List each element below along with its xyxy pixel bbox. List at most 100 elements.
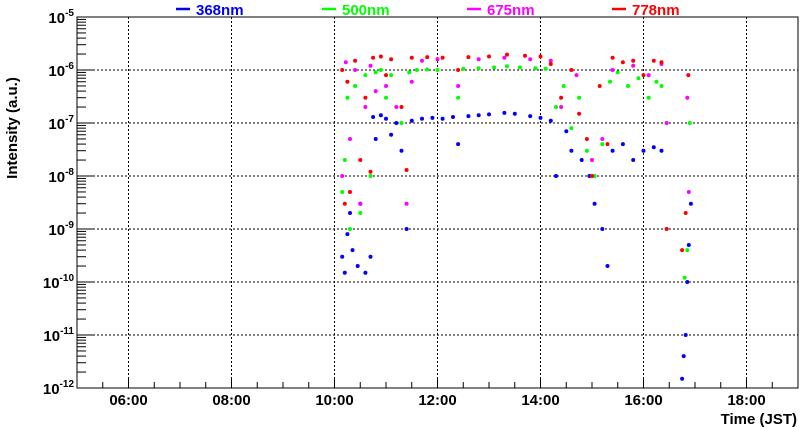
data-point bbox=[476, 113, 481, 118]
data-point bbox=[590, 174, 594, 178]
data-point bbox=[597, 84, 602, 88]
data-point bbox=[358, 158, 363, 162]
data-point bbox=[631, 63, 636, 68]
data-point bbox=[610, 55, 615, 60]
y-tick-label: 10-6 bbox=[48, 61, 74, 80]
data-point bbox=[559, 105, 564, 109]
series-675nm bbox=[340, 55, 691, 206]
data-point bbox=[345, 232, 350, 237]
data-point bbox=[548, 58, 553, 63]
data-point bbox=[620, 60, 625, 65]
data-point bbox=[569, 68, 574, 72]
data-point bbox=[561, 84, 566, 88]
data-point bbox=[680, 248, 685, 253]
data-point bbox=[538, 54, 543, 59]
data-point bbox=[664, 227, 669, 231]
x-tick-label: 06:00 bbox=[109, 392, 147, 409]
x-tick-label: 14:00 bbox=[521, 392, 559, 409]
data-point bbox=[600, 137, 605, 141]
data-point bbox=[651, 58, 656, 63]
data-point bbox=[368, 63, 373, 68]
data-point bbox=[358, 201, 363, 206]
axis-ticks bbox=[77, 16, 773, 389]
data-point bbox=[517, 65, 522, 70]
y-tick-label: 10-12 bbox=[43, 379, 75, 398]
data-point bbox=[348, 211, 352, 215]
data-point bbox=[605, 142, 610, 147]
data-point bbox=[414, 68, 419, 72]
data-point bbox=[548, 118, 553, 123]
data-point bbox=[355, 264, 360, 268]
data-point bbox=[682, 275, 687, 280]
data-point bbox=[435, 68, 440, 72]
data-point bbox=[680, 376, 685, 381]
data-point bbox=[348, 190, 352, 194]
data-point bbox=[685, 280, 690, 284]
data-point bbox=[350, 248, 355, 253]
data-point bbox=[378, 68, 383, 72]
data-point bbox=[384, 84, 388, 88]
legend: 368nm 500nm 675nm 778nm bbox=[176, 2, 680, 19]
data-point bbox=[368, 174, 373, 178]
data-point bbox=[685, 248, 690, 253]
data-point bbox=[564, 129, 569, 134]
data-point bbox=[363, 105, 368, 109]
data-point bbox=[476, 66, 481, 71]
x-axis-label: Time (JST) bbox=[721, 411, 797, 427]
data-point bbox=[399, 105, 404, 109]
data-point bbox=[384, 73, 388, 78]
data-point bbox=[476, 57, 481, 62]
data-point bbox=[646, 95, 651, 100]
data-point bbox=[394, 105, 399, 109]
data-point bbox=[651, 145, 656, 150]
y-tick-label: 10-7 bbox=[48, 114, 74, 133]
x-tick-label: 16:00 bbox=[624, 392, 662, 409]
data-point bbox=[502, 110, 507, 115]
data-point bbox=[492, 65, 497, 70]
data-point bbox=[505, 64, 509, 69]
series-778nm bbox=[340, 52, 691, 253]
data-point bbox=[685, 95, 690, 100]
data-point bbox=[384, 116, 388, 121]
data-point bbox=[577, 95, 582, 100]
legend-label: 778nm bbox=[632, 2, 680, 19]
data-point bbox=[404, 201, 409, 206]
data-point bbox=[505, 52, 509, 57]
data-point bbox=[659, 148, 664, 153]
data-point bbox=[456, 68, 461, 72]
y-tick-label: 10-8 bbox=[48, 167, 74, 186]
data-point bbox=[605, 264, 610, 268]
data-point bbox=[342, 158, 347, 162]
data-point bbox=[554, 105, 558, 109]
data-point bbox=[681, 354, 686, 359]
y-tick-label: 10-5 bbox=[48, 8, 74, 27]
data-point bbox=[487, 112, 491, 117]
x-tick-label: 08:00 bbox=[212, 392, 250, 409]
series-368nm bbox=[340, 110, 693, 381]
data-point bbox=[659, 60, 664, 65]
y-tick-label: 10-11 bbox=[43, 326, 74, 345]
data-point bbox=[373, 137, 378, 141]
data-point bbox=[409, 55, 414, 60]
data-point bbox=[425, 55, 430, 60]
data-point bbox=[610, 148, 615, 153]
x-tick-label: 18:00 bbox=[727, 392, 765, 409]
data-point bbox=[466, 55, 471, 60]
y-tick-label: 10-9 bbox=[48, 220, 74, 239]
data-point bbox=[345, 79, 350, 84]
data-point bbox=[466, 114, 471, 119]
data-point bbox=[420, 58, 424, 63]
data-point bbox=[683, 211, 688, 215]
data-point bbox=[340, 174, 345, 178]
data-point bbox=[435, 57, 440, 62]
data-point bbox=[358, 211, 363, 215]
data-point bbox=[373, 89, 378, 94]
data-point bbox=[363, 270, 368, 275]
data-point bbox=[407, 70, 412, 75]
data-point bbox=[451, 115, 455, 119]
data-point bbox=[348, 227, 352, 231]
data-point bbox=[368, 169, 373, 174]
data-point bbox=[610, 68, 615, 72]
data-point bbox=[409, 118, 414, 123]
data-point bbox=[425, 67, 430, 72]
